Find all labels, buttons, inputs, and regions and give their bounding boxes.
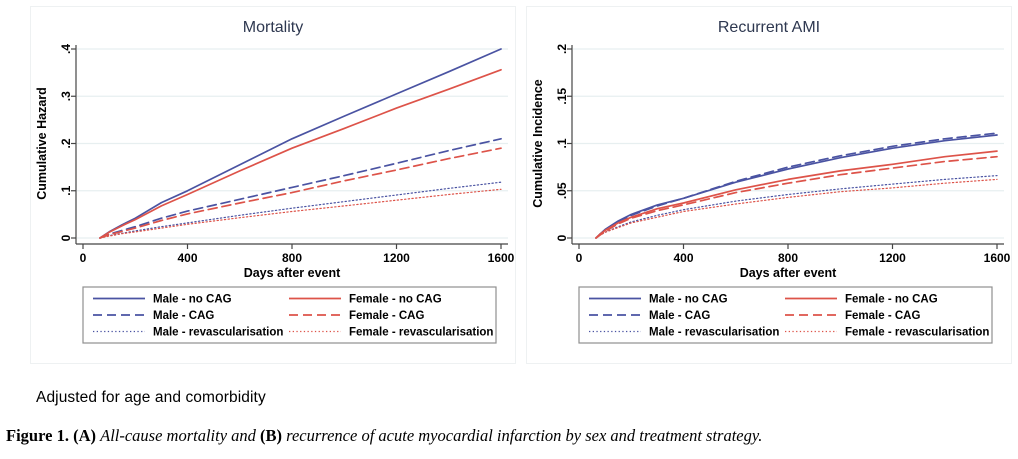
x-tick-label: 800 [282, 251, 302, 265]
series-line-female-no-cag [99, 68, 502, 239]
series-line-male-cag [595, 132, 998, 239]
series-line-male-revascularisation [99, 181, 502, 239]
series-line-female-revascularisation [99, 188, 502, 239]
legend-label-female-revascularisation: Female - revascularisation [845, 327, 989, 339]
x-axis-label: Days after event [244, 266, 341, 280]
adjusted-note: Adjusted for age and comorbidity [36, 389, 266, 406]
x-tick-label: 0 [576, 251, 583, 265]
series-line-male-no-cag [595, 134, 998, 239]
series-line-male-cag [99, 137, 502, 239]
recurrent-ami-panel: Recurrent AMI 0 .05 .1 .15 .2 Cumulative Incid… [526, 6, 1012, 364]
legend-label-male-cag: Male - CAG [649, 310, 710, 322]
y-tick-label: .15 [555, 88, 569, 105]
x-tick-label: 1200 [879, 251, 906, 265]
x-tick-label: 1600 [488, 251, 515, 265]
caption-part-b-label: (B) [260, 426, 283, 445]
y-tick-label: .3 [59, 91, 73, 101]
series-line-male-revascularisation [595, 175, 998, 239]
x-tick-label: 1600 [984, 251, 1011, 265]
y-tick-label: .2 [59, 138, 73, 148]
y-tick-label: .1 [59, 185, 73, 195]
legend-label-female-no-cag: Female - no CAG [349, 294, 442, 306]
y-tick-label: .05 [555, 182, 569, 199]
series-line-female-revascularisation [595, 178, 998, 239]
y-axis-label: Cumulative Incidence [531, 79, 545, 208]
x-tick-label: 800 [778, 251, 798, 265]
series-line-female-no-cag [595, 150, 998, 239]
caption-prefix: Figure 1. [6, 426, 69, 445]
legend-label-male-revascularisation: Male - revascularisation [649, 327, 779, 339]
legend-label-male-no-cag: Male - no CAG [649, 294, 728, 306]
x-tick-label: 400 [673, 251, 693, 265]
series-line-female-cag [595, 155, 998, 239]
y-tick-label: 0 [59, 234, 73, 241]
y-tick-label: 0 [555, 234, 569, 241]
caption-part-a-text: All-cause mortality and [100, 426, 256, 445]
chart-panels-row: Mortality 0 .1 .2 .3 .4 Cumulative Hazard 0 400 8… [30, 6, 1012, 364]
series-line-female-cag [99, 147, 502, 239]
x-tick-label: 1200 [383, 251, 410, 265]
chart-title: Recurrent AMI [718, 19, 820, 36]
y-tick-label: .4 [59, 44, 73, 54]
mortality-chart: Mortality 0 .1 .2 .3 .4 Cumulative Hazard 0 400 8… [35, 19, 515, 344]
x-axis-label: Days after event [740, 266, 837, 280]
legend-label-female-revascularisation: Female - revascularisation [349, 327, 493, 339]
y-tick-label: .1 [555, 138, 569, 148]
figure-caption: Figure 1. (A) All-cause mortality and (B… [6, 426, 1012, 446]
legend-label-female-cag: Female - CAG [349, 310, 424, 322]
legend-label-male-revascularisation: Male - revascularisation [153, 327, 283, 339]
legend-label-male-cag: Male - CAG [153, 310, 214, 322]
legend-label-female-cag: Female - CAG [845, 310, 920, 322]
legend-label-female-no-cag: Female - no CAG [845, 294, 938, 306]
y-tick-label: .2 [555, 44, 569, 54]
recurrent-ami-chart: Recurrent AMI 0 .05 .1 .15 .2 Cumulative Incid… [531, 19, 1011, 344]
mortality-panel: Mortality 0 .1 .2 .3 .4 Cumulative Hazard 0 400 8… [30, 6, 516, 364]
caption-part-b-text: recurrence of acute myocardial infarctio… [286, 426, 763, 445]
y-axis-label: Cumulative Hazard [35, 87, 49, 200]
x-tick-label: 0 [80, 251, 87, 265]
chart-title: Mortality [243, 19, 303, 36]
caption-part-a-label: (A) [73, 426, 96, 445]
legend-label-male-no-cag: Male - no CAG [153, 294, 232, 306]
x-tick-label: 400 [177, 251, 197, 265]
